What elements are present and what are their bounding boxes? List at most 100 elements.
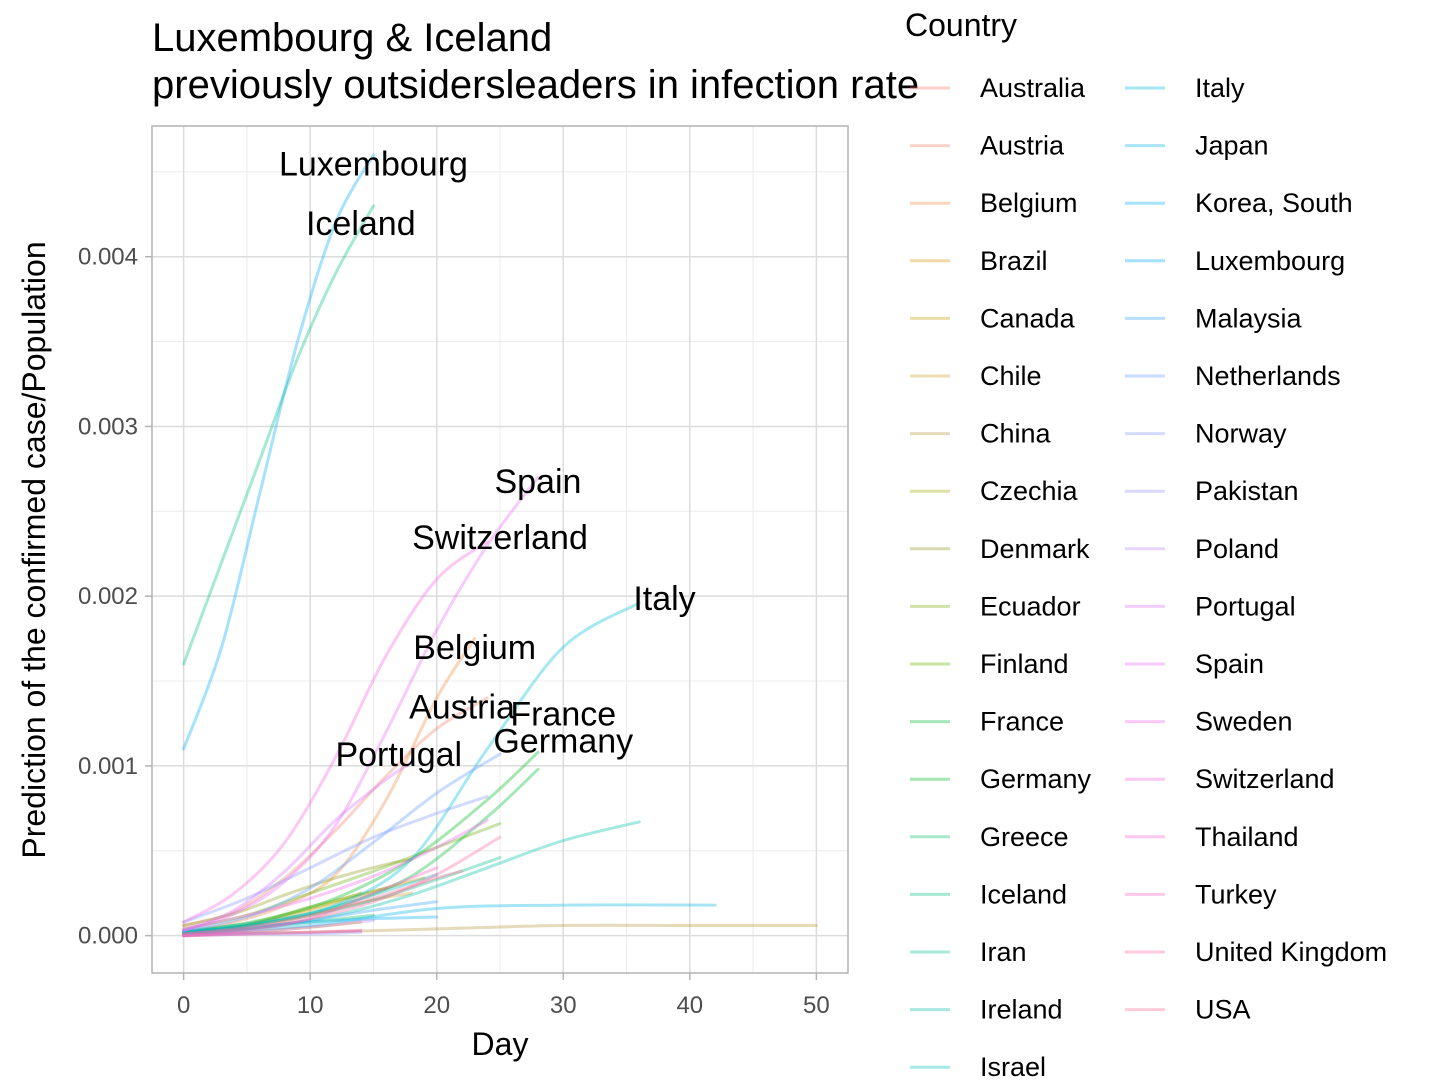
series-line-brazil xyxy=(182,920,363,938)
legend-item: Turkey xyxy=(1125,879,1277,909)
series-line-korea-south xyxy=(182,915,439,934)
annotation-label: Austria xyxy=(409,689,515,727)
series-layer xyxy=(182,153,818,938)
legend-label: Ireland xyxy=(980,995,1063,1025)
legend-item: Czechia xyxy=(910,476,1079,506)
y-tick-label: 0.000 xyxy=(78,923,138,950)
legend-item: Greece xyxy=(910,822,1069,852)
series-line-usa xyxy=(182,869,464,936)
legend-label: Chile xyxy=(980,361,1042,391)
series-line-portugal xyxy=(182,761,413,933)
x-tick-label: 40 xyxy=(676,992,703,1019)
y-axis-ticks: 0.000 0.001 0.002 0.003 0.004 xyxy=(78,244,152,950)
series-line-germany xyxy=(182,750,540,934)
legend-item: Finland xyxy=(910,649,1069,679)
series-line-france xyxy=(182,767,540,934)
legend-item: Italy xyxy=(1125,73,1245,103)
x-axis-title: Day xyxy=(472,1026,529,1062)
legend-item: Ecuador xyxy=(910,591,1081,621)
legend-item: Denmark xyxy=(910,534,1090,564)
annotation-label: Italy xyxy=(633,580,695,618)
legend: Australia Austria Belgium Brazil Canada Chile… xyxy=(910,73,1387,1080)
legend-label: Iceland xyxy=(980,879,1067,909)
legend-label: Poland xyxy=(1195,534,1279,564)
series-line-iceland xyxy=(182,204,375,666)
legend-label: Czechia xyxy=(980,476,1079,506)
series-line-greece xyxy=(182,913,375,936)
y-tick-label: 0.001 xyxy=(78,753,138,780)
legend-label: Finland xyxy=(980,649,1069,679)
legend-item: Portugal xyxy=(1125,591,1296,621)
legend-item: China xyxy=(910,419,1052,449)
legend-label: Pakistan xyxy=(1195,476,1299,506)
series-line-pakistan xyxy=(182,930,363,938)
series-line-canada xyxy=(182,876,426,936)
legend-label: Sweden xyxy=(1195,707,1293,737)
legend-item: Ireland xyxy=(910,995,1063,1025)
y-axis-title: Prediction of the confirmed case/Populat… xyxy=(16,241,52,858)
legend-item: United Kingdom xyxy=(1125,937,1387,967)
chart-title-line-1: Luxembourg & Iceland xyxy=(152,16,552,60)
y-tick-label: 0.004 xyxy=(78,244,138,271)
legend-label: Brazil xyxy=(980,246,1048,276)
annotation-label: Iceland xyxy=(306,205,416,243)
legend-item: Thailand xyxy=(1125,822,1299,852)
legend-item: Korea, South xyxy=(1125,188,1353,218)
legend-item: Austria xyxy=(910,131,1065,161)
x-axis-ticks: 0 10 20 30 40 50 xyxy=(177,973,830,1019)
legend-label: Thailand xyxy=(1195,822,1299,852)
y-tick-label: 0.002 xyxy=(78,583,138,610)
annotation-label: Belgium xyxy=(413,629,536,667)
legend-item: Belgium xyxy=(910,188,1078,218)
series-line-netherlands xyxy=(182,752,502,933)
series-line-poland xyxy=(182,918,375,938)
legend-item: Chile xyxy=(910,361,1042,391)
series-line-sweden xyxy=(182,818,489,931)
legend-label: Ecuador xyxy=(980,591,1081,621)
annotation-label: Spain xyxy=(494,463,581,501)
legend-item: Pakistan xyxy=(1125,476,1299,506)
series-line-czechia xyxy=(182,891,363,934)
legend-label: Norway xyxy=(1195,419,1287,449)
legend-label: Belgium xyxy=(980,188,1078,218)
legend-item: Netherlands xyxy=(1125,361,1341,391)
series-line-luxembourg xyxy=(182,153,375,751)
legend-item: Canada xyxy=(910,303,1076,333)
x-tick-label: 10 xyxy=(297,992,324,1019)
series-line-denmark xyxy=(182,857,413,927)
legend-title: Country xyxy=(905,7,1017,43)
series-line-switzerland xyxy=(182,540,489,924)
annotations-layer: Luxembourg Iceland Spain Switzerland Italy Be… xyxy=(279,145,696,774)
series-line-thailand xyxy=(182,929,363,938)
legend-label: Luxembourg xyxy=(1195,246,1345,276)
annotation-label: Portugal xyxy=(335,736,462,774)
legend-label: Austria xyxy=(980,131,1065,161)
legend-item: Germany xyxy=(910,764,1092,794)
legend-label: Japan xyxy=(1195,131,1269,161)
series-line-china xyxy=(182,923,818,936)
legend-label: Iran xyxy=(980,937,1027,967)
legend-label: Spain xyxy=(1195,649,1264,679)
x-tick-label: 0 xyxy=(177,992,190,1019)
series-line-malaysia xyxy=(182,900,439,936)
legend-item: Australia xyxy=(910,73,1086,103)
legend-item: France xyxy=(910,707,1064,737)
legend-label: Germany xyxy=(980,764,1092,794)
series-line-austria xyxy=(182,696,489,927)
legend-item: Spain xyxy=(1125,649,1264,679)
legend-label: Turkey xyxy=(1195,879,1277,909)
legend-label: Switzerland xyxy=(1195,764,1335,794)
series-line-spain xyxy=(182,475,540,933)
legend-item: Israel xyxy=(910,1052,1046,1080)
series-line-ecuador xyxy=(182,886,388,936)
legend-label: Korea, South xyxy=(1195,188,1353,218)
legend-item: Malaysia xyxy=(1125,303,1303,333)
legend-label: France xyxy=(980,707,1064,737)
series-line-belgium xyxy=(182,637,477,934)
legend-item: Brazil xyxy=(910,246,1048,276)
legend-label: USA xyxy=(1195,995,1251,1025)
legend-label: Israel xyxy=(980,1052,1046,1080)
series-line-turkey xyxy=(182,866,439,938)
x-tick-label: 50 xyxy=(803,992,830,1019)
legend-item: Poland xyxy=(1125,534,1279,564)
